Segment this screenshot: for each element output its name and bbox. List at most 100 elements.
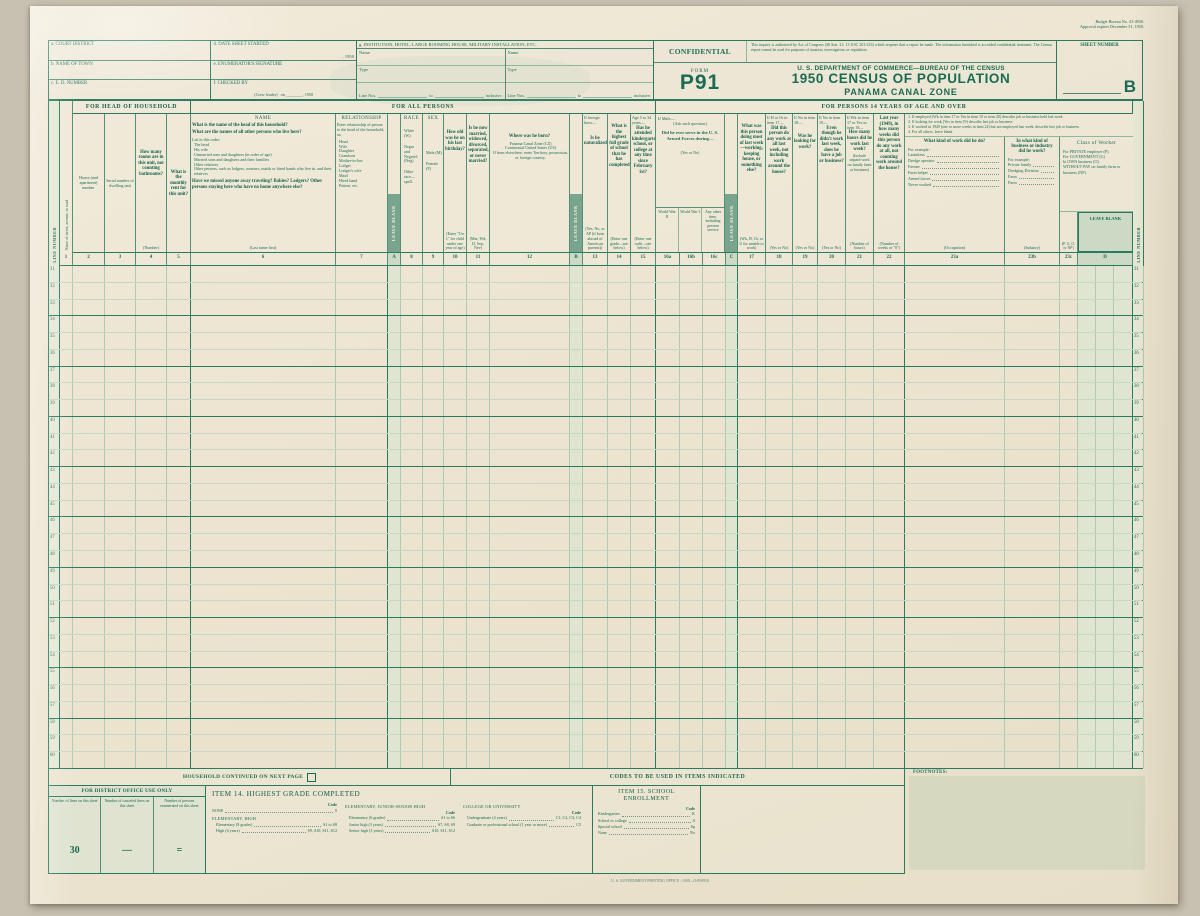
line-number-54: 54 [49, 651, 60, 668]
entry-cell [401, 534, 423, 551]
entry-cell [766, 483, 793, 500]
entry-cell [608, 735, 631, 752]
entry-cell [467, 668, 490, 685]
entry-cell [388, 282, 401, 299]
entry-cell [726, 735, 738, 752]
entry-cell [1060, 383, 1078, 400]
line-number-31: 31 [49, 266, 60, 282]
entry-cell [1060, 534, 1078, 551]
entry-cell [490, 567, 570, 584]
entry-cell [570, 433, 583, 450]
field-checked-by-label: f. CHECKED BY [213, 81, 248, 87]
entry-cell [583, 500, 608, 517]
name-question-3: Have we missed anyone away traveling? Ba… [192, 179, 323, 190]
entry-cell [490, 483, 570, 500]
entry-cell [490, 299, 570, 316]
entry-cell [793, 551, 818, 567]
entry-cell [1005, 551, 1060, 567]
entry-cell [423, 299, 444, 316]
entry-cell [444, 266, 467, 282]
line-number-33: 33 [1133, 299, 1144, 316]
code-label: None [598, 829, 607, 835]
entry-cell [423, 735, 444, 752]
col-22-question: Last year (1949), in how many weeks did … [875, 116, 903, 171]
entry-cell [388, 567, 401, 584]
entry-cell [490, 668, 570, 685]
entry-cell [874, 383, 905, 400]
entry-cell [1005, 450, 1060, 467]
entry-cell [738, 500, 766, 517]
entry-cell [874, 366, 905, 383]
entry-cell [874, 282, 905, 299]
entry-cell [423, 467, 444, 483]
entry-cell [1005, 366, 1060, 383]
entry-cell [191, 316, 336, 333]
entry-cell [167, 500, 191, 517]
entry-cell [766, 634, 793, 651]
institution-title: g. INSTITUTION, HOTEL, LARGE ROOMING HOU… [356, 41, 653, 49]
linenos-label: Line Nos. [507, 93, 525, 98]
entry-cell [793, 651, 818, 668]
entry-cell [766, 584, 793, 601]
subcol-other-service: Any other time, including present servic… [704, 209, 722, 233]
entry-cell [467, 752, 490, 768]
entry-cell [818, 383, 846, 400]
code-label: Dredging Division [1008, 167, 1039, 173]
entry-cell [608, 718, 631, 735]
line-number-45: 45 [49, 500, 60, 517]
entry-cell [583, 618, 608, 634]
entry-cell [336, 282, 388, 299]
entry-cell [905, 282, 1005, 299]
entry-cell [444, 701, 467, 718]
entry-cell [874, 701, 905, 718]
relationship-list: Head Wife Daughter Grandson Mother-in-law Lod… [337, 139, 386, 189]
code-value: C1, C2, C3, C4 [555, 815, 581, 821]
entry-cell [656, 668, 680, 685]
entry-cell [846, 567, 874, 584]
census-title: 1950 CENSUS OF POPULATION [791, 71, 1011, 87]
entry-cell [874, 433, 905, 450]
entry-cell [793, 282, 818, 299]
entry-cell [874, 668, 905, 685]
entry-cell [656, 500, 680, 517]
occupation-examples: Laundress Dredge operator Farmer Farm helpe… [908, 152, 1001, 189]
entry-cell [703, 634, 726, 651]
census-sheet-paper: Budget Bureau No. 41-4930. Approval expi… [30, 6, 1178, 904]
entry-cell [846, 685, 874, 701]
column-number-5: 5 [167, 253, 191, 266]
entry-cell [874, 349, 905, 366]
entry-cell [167, 534, 191, 551]
entry-cell [846, 534, 874, 551]
entry-cell [136, 517, 167, 534]
list-line: For GOVERNMENT (G) [1063, 153, 1105, 159]
entry-cell [191, 433, 336, 450]
institution-linenos-field: Line Nos. to inclusive. [506, 83, 654, 99]
line-number-36: 36 [49, 349, 60, 366]
entry-cell [680, 400, 703, 416]
col-rent-question: What is the monthly rent for this unit? [169, 169, 188, 197]
entry-cell [905, 584, 1005, 601]
admin-left-column: a. COURT DISTRICT b. NAME OF TOWN c. E. … [49, 41, 212, 99]
entry-cell [490, 500, 570, 517]
entry-cell [793, 433, 818, 450]
entry-cell [793, 366, 818, 383]
entry-cell [570, 668, 583, 685]
entry-cell [336, 316, 388, 333]
entry-cell [388, 467, 401, 483]
field-ed-number: c. E. D. NUMBER [49, 80, 210, 99]
entry-cell [818, 634, 846, 651]
entry-cell [73, 416, 105, 433]
entry-cell [105, 400, 136, 416]
entry-cell [583, 517, 608, 534]
entry-cell [905, 400, 1005, 416]
entry-cell [1005, 618, 1060, 634]
entry-cell [490, 618, 570, 634]
entry-cell [818, 618, 846, 634]
entry-cell [167, 450, 191, 467]
entry-cell [105, 483, 136, 500]
entry-cell [874, 534, 905, 551]
column-number-4: 4 [136, 253, 167, 266]
column-number-3: 3 [105, 253, 136, 266]
entry-cell [1060, 366, 1078, 383]
line-number-35: 35 [1133, 333, 1144, 349]
